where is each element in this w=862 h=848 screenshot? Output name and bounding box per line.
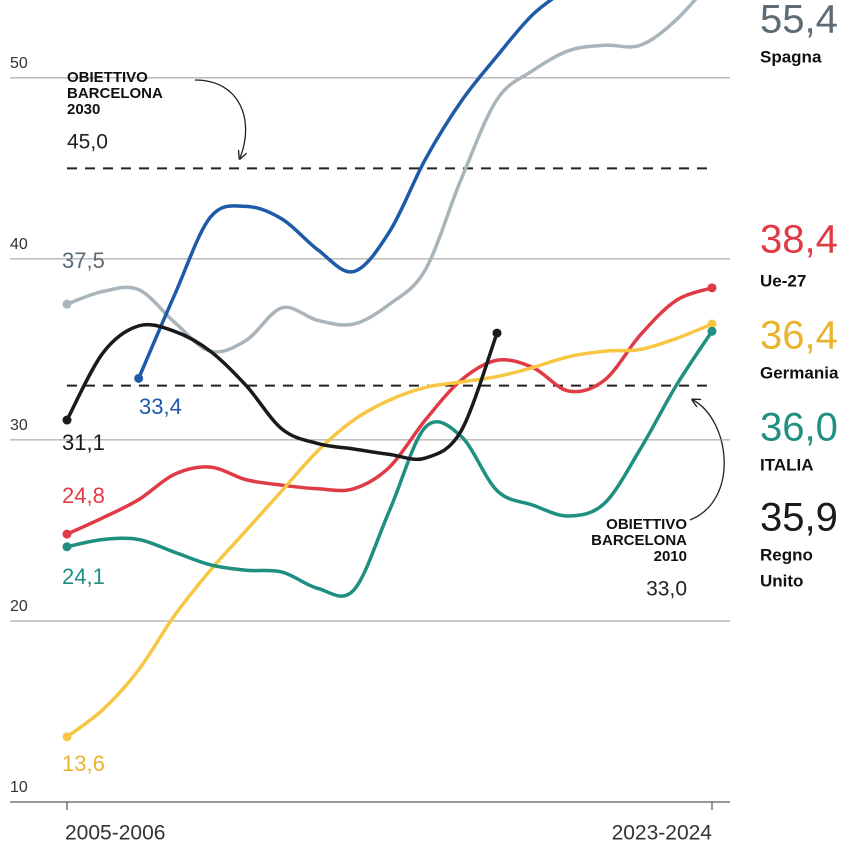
y-tick-label: 10 — [10, 779, 28, 796]
end-point — [134, 373, 144, 383]
annotation-arrow — [689, 400, 725, 521]
series-line — [136, 0, 554, 381]
annotation-label: BARCELONA — [67, 85, 163, 102]
end-value-label: 36,0 — [760, 406, 838, 450]
legend-label: ITALIA — [760, 455, 814, 474]
value-label: 31,1 — [62, 430, 105, 455]
end-point — [707, 319, 717, 329]
end-point — [707, 283, 717, 293]
y-tick-label: 30 — [10, 417, 28, 434]
end-point — [62, 542, 72, 552]
annotation-arrow — [194, 79, 246, 158]
y-tick-label: 20 — [10, 598, 28, 615]
value-label: 33,4 — [139, 394, 182, 419]
annotation-value: 33,0 — [646, 578, 687, 601]
value-label: 37,5 — [62, 248, 105, 273]
value-label: 13,6 — [62, 751, 105, 776]
end-point — [707, 326, 717, 336]
series-line — [65, 329, 714, 598]
y-tick-label: 40 — [10, 236, 28, 253]
value-label: 24,1 — [62, 564, 105, 589]
end-point — [492, 328, 502, 338]
legend-label: Regno — [760, 545, 813, 564]
y-tick-label: 50 — [10, 55, 28, 72]
legend-label: Spagna — [760, 47, 822, 66]
legend-label: Ue-27 — [760, 271, 806, 290]
legend-label: Germania — [760, 363, 839, 382]
series-line — [65, 322, 499, 462]
end-point — [62, 732, 72, 742]
annotation-label: 2030 — [67, 101, 100, 118]
end-point — [62, 299, 72, 309]
x-tick-label: 2023-2024 — [612, 822, 713, 845]
end-point — [62, 529, 72, 539]
series-line — [65, 0, 698, 354]
annotation-label: OBIETTIVO — [606, 516, 687, 533]
legend-label: Unito — [760, 571, 803, 590]
x-tick-label: 2005-2006 — [65, 822, 165, 845]
end-point — [62, 415, 72, 425]
series-line — [65, 322, 714, 739]
end-value-label: 55,4 — [760, 0, 838, 42]
annotation-label: 2010 — [654, 548, 687, 565]
annotation-label: OBIETTIVO — [67, 69, 148, 86]
plot-area — [62, 0, 717, 742]
annotation-value: 45,0 — [67, 131, 108, 154]
value-label: 24,8 — [62, 483, 105, 508]
end-value-label: 38,4 — [760, 218, 838, 262]
series-line — [65, 286, 714, 536]
end-value-label: 35,9 — [760, 496, 838, 540]
end-value-label: 36,4 — [760, 314, 838, 358]
annotation-label: BARCELONA — [591, 532, 687, 549]
